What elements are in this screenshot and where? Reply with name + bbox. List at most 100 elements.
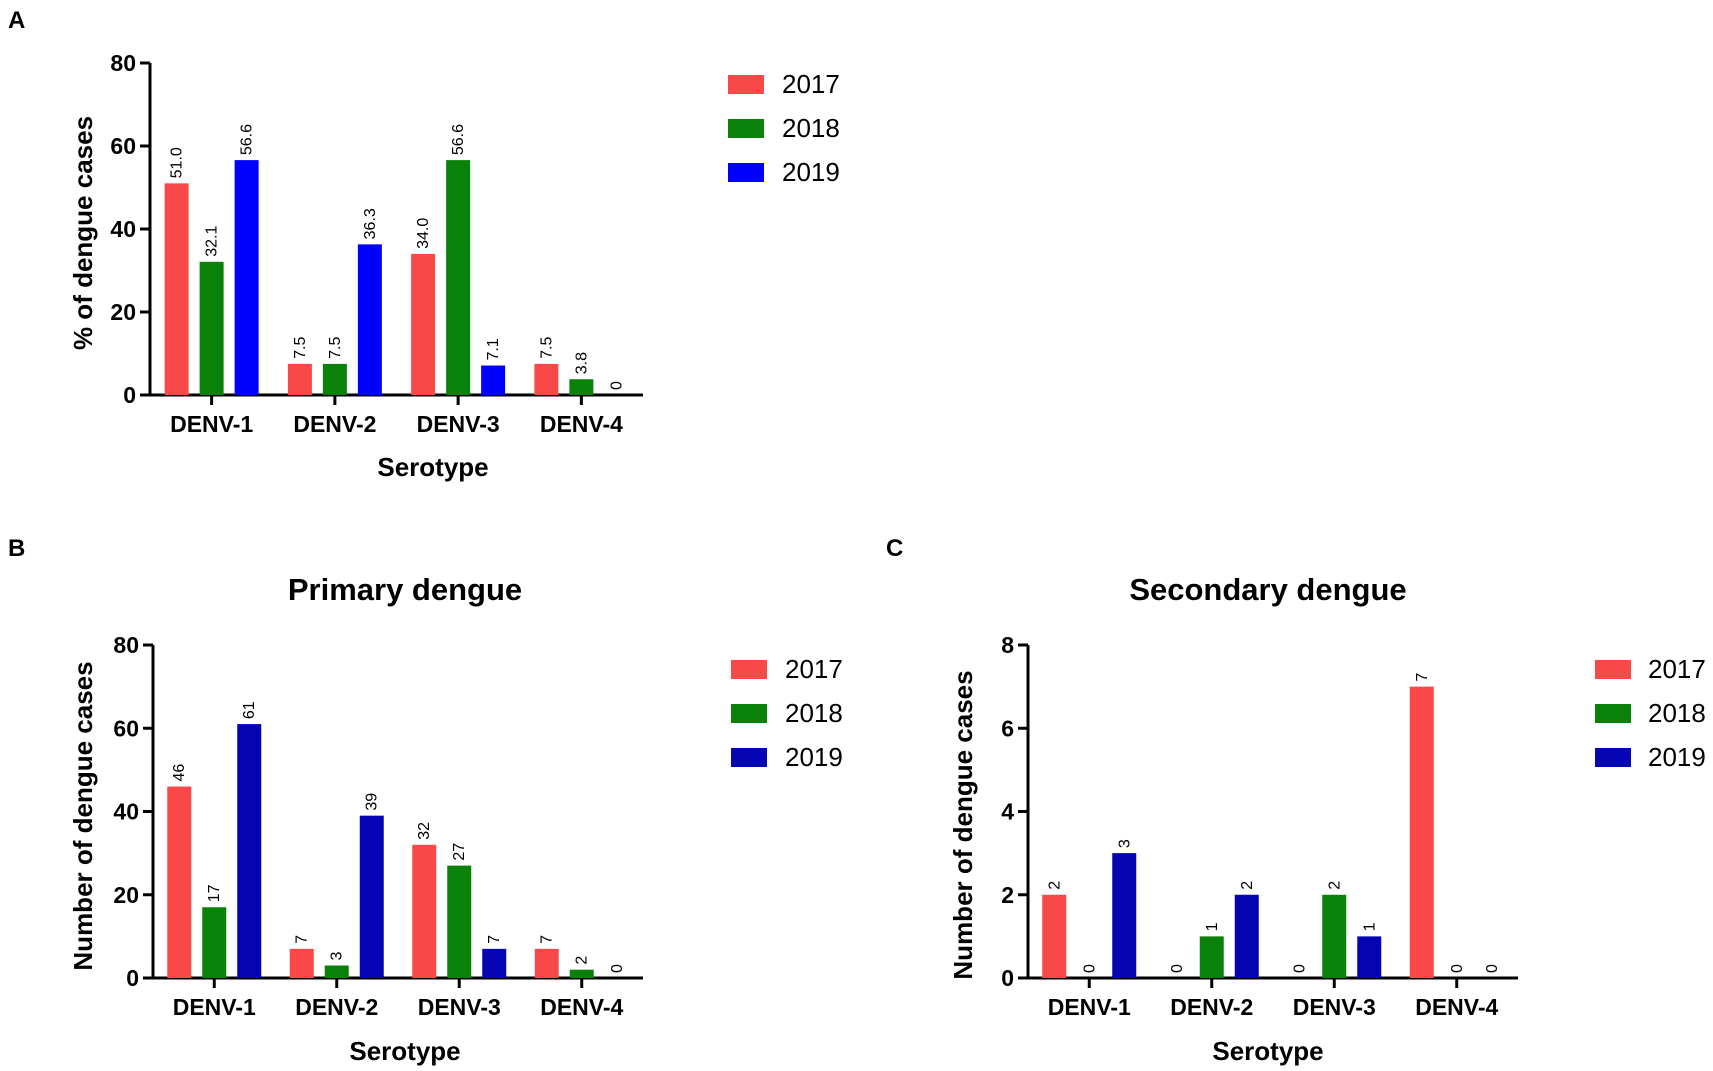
chart-a-data-label: 36.3 — [362, 208, 379, 239]
chart-a-data-label: 34.0 — [415, 218, 432, 249]
chart-c-legend-label: 2019 — [1648, 742, 1706, 772]
chart-c-data-label: 0 — [1081, 964, 1098, 973]
chart-c-data-label: 0 — [1291, 964, 1308, 973]
chart-b-xlabel: Serotype — [349, 1036, 460, 1066]
chart-a-bar — [322, 363, 347, 395]
chart-b-category-label: DENV-2 — [295, 994, 378, 1020]
chart-b-data-label: 46 — [171, 764, 188, 782]
panel-letter-b: B — [8, 535, 25, 562]
chart-c-title: Secondary dengue — [1129, 572, 1406, 607]
chart-b-ytick-label: 60 — [113, 715, 139, 741]
chart-a-ytick-label: 40 — [110, 216, 136, 242]
chart-c-legend-swatch — [1595, 660, 1631, 679]
chart-b-bar — [412, 844, 437, 978]
chart-c-bar — [1112, 853, 1137, 978]
chart-a-legend-swatch — [728, 163, 764, 182]
chart-c-data-label: 2 — [1326, 881, 1343, 890]
chart-a-legend-swatch — [728, 119, 764, 138]
chart-c-bar — [1322, 894, 1347, 978]
chart-b-bar — [359, 815, 384, 978]
chart-a-data-label: 7.5 — [538, 337, 555, 359]
chart-c-bar — [1042, 894, 1067, 978]
chart-b-bar — [237, 724, 262, 978]
chart-b-legend-label: 2017 — [785, 654, 843, 684]
chart-c-category-label: DENV-4 — [1415, 994, 1498, 1020]
chart-a-data-label: 7.5 — [292, 337, 309, 359]
chart-c-category-label: DENV-2 — [1170, 994, 1253, 1020]
chart-a: % of dengue cases Serotype 0 20 40 60 80 DENV… — [68, 50, 840, 482]
chart-b: Primary dengue Number of dengue cases Se… — [68, 572, 843, 1066]
chart-a-ytick-label: 80 — [110, 50, 136, 76]
chart-a-bar — [287, 363, 312, 395]
chart-a-bar — [357, 244, 382, 395]
chart-c-bar — [1234, 894, 1259, 978]
chart-b-legend-swatch — [731, 704, 767, 723]
chart-b-data-label: 39 — [364, 793, 381, 811]
chart-b-bar — [534, 948, 559, 978]
chart-b-ytick-label: 40 — [113, 799, 139, 825]
chart-b-bar — [289, 948, 314, 978]
chart-c-ytick-label: 8 — [1001, 632, 1014, 658]
chart-c-ytick-label: 4 — [1001, 799, 1014, 825]
chart-c-data-label: 0 — [1484, 964, 1501, 973]
chart-c-category-label: DENV-1 — [1048, 994, 1131, 1020]
chart-c-legend-label: 2018 — [1648, 698, 1706, 728]
chart-a-category-label: DENV-1 — [170, 411, 253, 437]
chart-c-legend-label: 2017 — [1648, 654, 1706, 684]
chart-c-category-label: DENV-3 — [1293, 994, 1376, 1020]
chart-a-ytick-label: 0 — [123, 382, 136, 408]
chart-b-data-label: 32 — [416, 822, 433, 840]
chart-a-data-label: 56.6 — [239, 124, 256, 155]
chart-a-legend-label: 2019 — [782, 157, 840, 187]
chart-b-legend-label: 2018 — [785, 698, 843, 728]
chart-a-legend-swatch — [728, 75, 764, 94]
chart-a-data-label: 7.5 — [327, 337, 344, 359]
chart-a-bar — [569, 379, 594, 395]
chart-b-ytick-label: 0 — [126, 965, 139, 991]
chart-a-data-label: 56.6 — [450, 124, 467, 155]
chart-a-bar — [534, 363, 559, 395]
chart-b-bar — [447, 865, 472, 978]
chart-a-ylabel: % of dengue cases — [68, 116, 98, 350]
chart-b-data-label: 7 — [539, 935, 556, 944]
chart-a-data-label: 32.1 — [204, 226, 221, 257]
chart-b-data-label: 17 — [206, 884, 223, 902]
chart-c-data-label: 1 — [1361, 922, 1378, 931]
chart-a-data-label: 7.1 — [485, 338, 502, 360]
chart-b-ytick-label: 20 — [113, 882, 139, 908]
chart-a-bar — [411, 253, 436, 395]
chart-a-bar — [199, 261, 224, 395]
chart-c-ylabel: Number of dengue cases — [948, 670, 978, 979]
chart-c-data-label: 2 — [1239, 881, 1256, 890]
chart-b-legend-swatch — [731, 748, 767, 767]
chart-c-xlabel: Serotype — [1212, 1036, 1323, 1066]
chart-c: Secondary dengue Number of dengue cases … — [948, 572, 1706, 1066]
chart-c-data-label: 7 — [1414, 673, 1431, 682]
chart-b-data-label: 27 — [451, 843, 468, 861]
panel-letter-a: A — [8, 7, 25, 34]
chart-c-ytick-label: 2 — [1001, 882, 1014, 908]
chart-b-category-label: DENV-3 — [418, 994, 501, 1020]
chart-c-data-label: 0 — [1169, 964, 1186, 973]
chart-c-ytick-label: 0 — [1001, 965, 1014, 991]
chart-b-bar — [324, 965, 349, 978]
chart-b-bar — [202, 907, 227, 978]
chart-b-data-label: 0 — [609, 964, 626, 973]
chart-b-category-label: DENV-1 — [173, 994, 256, 1020]
chart-c-bar — [1357, 936, 1382, 978]
chart-c-bar — [1199, 936, 1224, 978]
chart-b-legend-label: 2019 — [785, 742, 843, 772]
chart-a-category-label: DENV-2 — [293, 411, 376, 437]
chart-a-bar — [446, 160, 471, 395]
chart-c-bar — [1409, 686, 1434, 978]
chart-b-category-label: DENV-4 — [540, 994, 623, 1020]
chart-a-legend-label: 2018 — [782, 113, 840, 143]
chart-c-data-label: 2 — [1046, 881, 1063, 890]
chart-a-xlabel: Serotype — [377, 452, 488, 482]
chart-a-bar — [481, 365, 506, 395]
chart-b-data-label: 61 — [241, 701, 258, 719]
chart-b-legend-swatch — [731, 660, 767, 679]
chart-a-bar — [164, 183, 189, 395]
chart-c-data-label: 0 — [1449, 964, 1466, 973]
chart-b-bar — [569, 969, 594, 978]
